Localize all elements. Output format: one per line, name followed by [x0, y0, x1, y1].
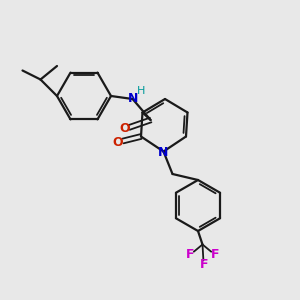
Text: F: F: [186, 248, 194, 261]
Text: N: N: [128, 92, 138, 106]
Text: O: O: [112, 136, 123, 149]
Text: F: F: [211, 248, 219, 261]
Text: F: F: [200, 257, 208, 271]
Text: H: H: [137, 85, 145, 96]
Text: O: O: [119, 122, 130, 136]
Text: N: N: [158, 146, 169, 159]
